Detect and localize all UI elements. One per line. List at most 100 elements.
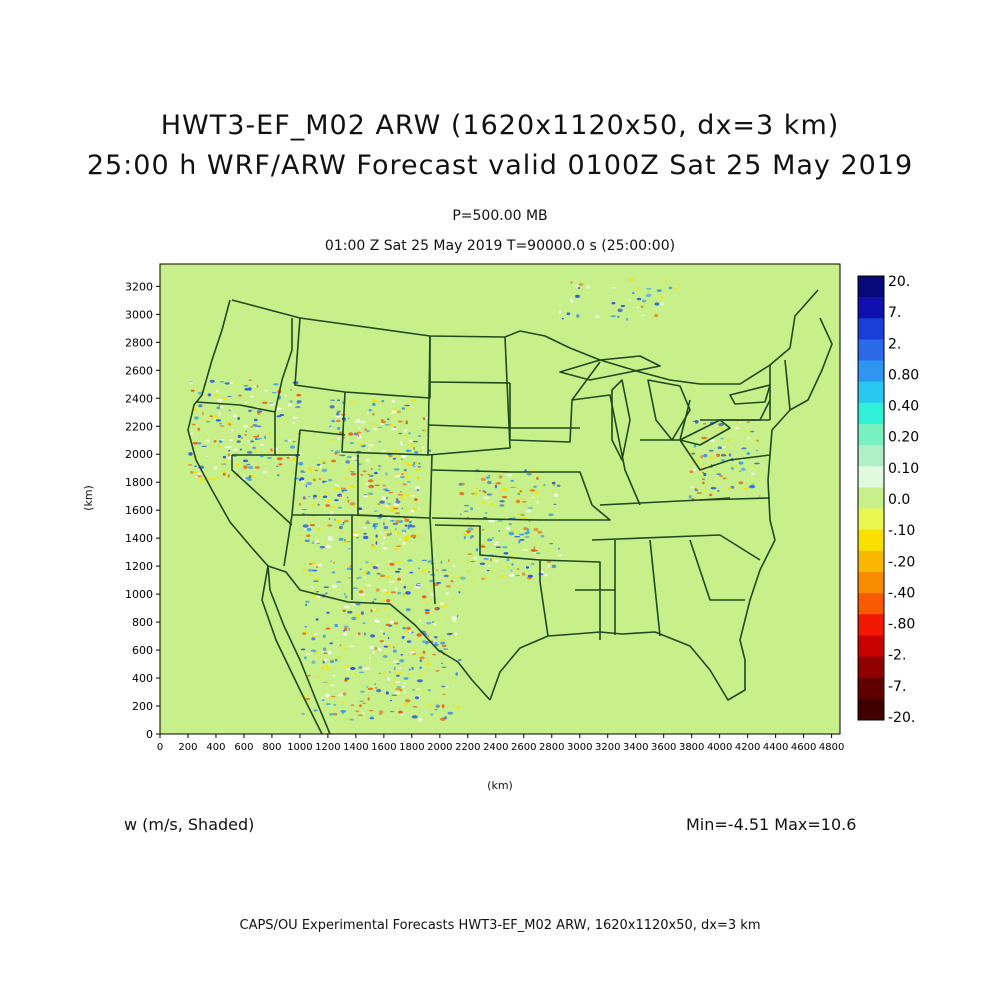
field-speckle [636, 306, 639, 309]
field-speckle [311, 637, 316, 641]
field-speckle [485, 556, 491, 559]
field-speckle [362, 702, 367, 705]
field-speckle [378, 648, 382, 651]
field-speckle [398, 520, 404, 523]
field-speckle [407, 481, 412, 483]
field-speckle [340, 495, 343, 498]
field-speckle [414, 586, 421, 589]
field-speckle [719, 475, 723, 477]
field-speckle [378, 713, 383, 715]
field-speckle [394, 528, 397, 530]
field-speckle [394, 547, 400, 551]
field-speckle [312, 497, 315, 499]
field-speckle [215, 419, 221, 422]
field-speckle [308, 573, 312, 577]
field-speckle [312, 541, 315, 545]
field-speckle [486, 476, 490, 479]
field-speckle [645, 293, 652, 298]
field-speckle [329, 650, 332, 653]
field-speckle [517, 493, 521, 495]
field-speckle [401, 455, 407, 458]
field-speckle [357, 632, 361, 636]
field-speckle [491, 569, 493, 573]
field-speckle [427, 560, 433, 563]
field-speckle [535, 491, 539, 495]
field-speckle [702, 471, 705, 474]
field-speckle [445, 615, 448, 618]
field-speckle [411, 464, 415, 467]
field-speckle [483, 496, 489, 499]
field-speckle [367, 687, 374, 690]
field-speckle [301, 509, 307, 511]
field-speckle [392, 522, 399, 525]
field-speckle [373, 537, 379, 540]
field-speckle [746, 421, 751, 423]
field-speckle [307, 674, 311, 677]
field-speckle [413, 465, 416, 468]
field-speckle [325, 667, 332, 670]
field-speckle [403, 682, 406, 685]
field-speckle [398, 667, 402, 669]
field-speckle [422, 417, 426, 421]
field-speckle [319, 465, 322, 469]
colorbar-swatch [858, 614, 884, 636]
field-speckle [296, 393, 302, 397]
field-speckle [410, 494, 416, 497]
field-speckle [256, 411, 261, 415]
field-speckle [407, 559, 413, 562]
field-speckle [322, 650, 325, 653]
field-speckle [314, 577, 321, 582]
field-speckle [411, 525, 416, 528]
field-speckle [389, 562, 395, 566]
field-speckle [700, 463, 705, 465]
field-speckle [302, 632, 307, 635]
field-speckle [393, 649, 397, 653]
field-speckle [470, 507, 474, 511]
field-speckle [373, 428, 378, 431]
field-speckle [209, 379, 215, 383]
field-speckle [337, 437, 340, 441]
field-speckle [325, 693, 330, 698]
field-speckle [394, 692, 401, 695]
field-speckle [300, 648, 306, 651]
field-speckle [346, 668, 352, 670]
field-speckle [229, 381, 234, 384]
washington-oregon [195, 401, 276, 413]
field-speckle [369, 645, 374, 650]
field-speckle [391, 428, 397, 431]
field-speckle [312, 569, 318, 572]
field-speckle [477, 507, 480, 510]
field-speckle [661, 302, 665, 306]
field-speckle [736, 420, 740, 423]
field-speckle [387, 637, 390, 639]
field-speckle [527, 507, 534, 509]
field-speckle [368, 444, 374, 447]
field-speckle [336, 410, 341, 413]
field-speckle [433, 640, 438, 643]
field-speckle [300, 470, 305, 473]
field-speckle [500, 510, 503, 512]
field-speckle [252, 424, 258, 427]
colorbar-label: 20. [888, 274, 910, 290]
field-speckle [384, 423, 390, 426]
field-speckle [366, 411, 369, 414]
field-speckle [400, 581, 403, 583]
field-speckle [262, 470, 268, 474]
field-speckle [393, 660, 398, 663]
field-speckle [189, 432, 194, 435]
field-speckle [377, 503, 381, 505]
colorado-nm [351, 454, 436, 605]
field-speckle [316, 463, 321, 466]
field-speckle [372, 565, 378, 570]
field-speckle [487, 564, 491, 567]
field-speckle [363, 494, 368, 496]
x-tick-label: 600 [234, 742, 253, 753]
field-speckle [519, 497, 524, 499]
field-speckle [578, 283, 584, 286]
field-speckle [349, 718, 355, 721]
field-speckle [486, 493, 493, 496]
field-speckle [495, 482, 502, 485]
mississippi-alabama [614, 539, 661, 637]
field-speckle [213, 466, 218, 470]
field-speckle [201, 445, 207, 447]
